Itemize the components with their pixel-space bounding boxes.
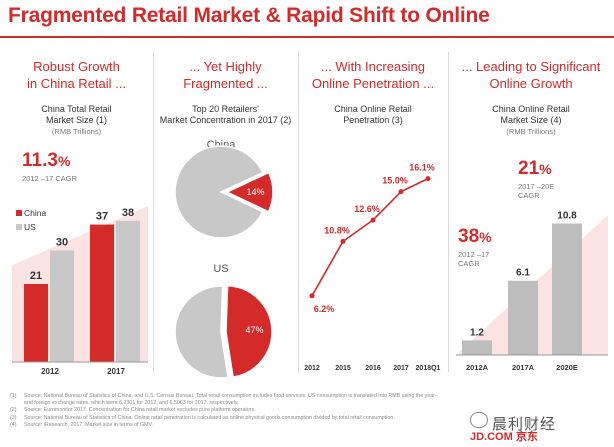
pie-slice [225,171,274,213]
cagr-label-bottom: 2012 –17 CAGR [458,250,490,268]
panel-title: ... Leading to Significant Online Growth [461,59,601,91]
data-label: 6.1 [516,268,530,279]
panel-subtitle: China Online Retail Market Size (4) (RMB … [448,104,614,137]
panel-subtitle: Top 20 Retailers' Market Concentration in… [159,104,292,125]
tick-label: 2016 [365,365,381,372]
penetration-line-chart: 6.2% 2012 10.8% 2015 12.6% 2016 15.0% 2017 16.1%… [304,163,441,372]
data-label: 38 [122,207,134,219]
legend-swatch [16,224,22,230]
data-point [370,217,376,223]
panel-retail-growth: Robust Growth in China Retail ... China T… [0,40,153,390]
pie-slice [225,284,273,379]
data-label: 1.2 [470,327,484,338]
pie-label: 14% [247,187,265,197]
footnote: (2) Source: Euromonitor 2017. Concentrati… [10,407,256,414]
bar [508,280,538,355]
pie-slice [174,145,264,239]
wechat-icon [470,412,488,428]
unit-label: (RMB Trillions) [506,127,556,136]
watermark: 晨利财经 JD.COM 京东 [470,410,610,443]
title-rule [0,36,614,38]
cagr-value-bottom: 38% [458,226,492,247]
panel-title: ... Yet Highly Fragmented ... [183,59,268,91]
tick-label: 2017 [107,367,125,376]
panel-divider [448,52,449,372]
bar [462,340,492,355]
cagr-value-top: 21% [518,158,552,179]
panel-concentration: ... Yet Highly Fragmented ... Top 20 Reta… [153,40,298,390]
tick-label: 2012 [304,365,320,372]
bar [552,223,582,355]
data-point [425,176,431,182]
bar [116,220,140,362]
data-label: 15.0% [382,176,408,186]
footnote: (1) Source: National Bureau of Statistics… [10,393,437,407]
watermark-text: 晨利财经 [492,416,557,433]
cagr-value: 11.3% [22,150,71,171]
data-point [340,238,346,244]
footnote: (4) Source: iResearch, 2017. Market size … [10,421,154,428]
retail-bar-chart: 21 30 2012 37 38 2017 China US [12,206,148,376]
tick-label: 2017A [512,363,535,372]
data-label: 21 [30,270,42,282]
tick-label: 2020E [556,363,578,372]
pie-slice [174,285,229,379]
pie-label: 47% [245,325,263,335]
data-label: 30 [56,237,68,249]
panel-subtitle: China Online Retail Penetration (3) [334,104,412,125]
legend-label: US [24,222,36,232]
tick-label: 2017 [393,365,409,372]
unit-label: (RMB Trillions) [51,127,102,136]
panel-subtitle: China Total Retail Market Size (1) (RMB T… [0,104,153,137]
panel-title: Robust Growth in China Retail ... [27,59,126,91]
legend-label: China [24,208,46,218]
pie-name: US [213,263,228,275]
data-label: 10.8 [557,211,577,222]
footnotes: (1) Source: National Bureau of Statistics… [10,393,440,429]
tick-label: 2018Q1 [416,365,441,372]
data-label: 12.6% [354,204,380,214]
tick-label: 2012A [466,363,489,372]
tick-label: 2012 [41,367,59,376]
bar [24,284,48,362]
panel-divider [153,52,154,372]
data-point [309,293,315,299]
bar [90,224,114,362]
series-line [311,177,429,297]
watermark-brand: JD.COM 京东 [470,431,538,443]
panel-divider [298,52,299,372]
data-label: 6.2% [314,304,335,314]
cagr-label: 2012 –17 CAGR [22,174,78,183]
data-label: 37 [96,211,108,223]
data-label: 10.8% [324,225,350,235]
data-point [398,189,404,195]
tick-label: 2015 [335,365,351,372]
online-market-bar-chart: 1.2 2012A 6.1 2017A 10.8 2020E [456,211,608,372]
panel-title: ... With Increasing Online Penetration ..… [311,59,435,91]
page-title: Fragmented Retail Market & Rapid Shift t… [8,4,490,27]
legend-swatch [16,210,22,216]
panel-online-growth: ... Leading to Significant Online Growth … [448,40,614,390]
data-label: 16.1% [409,163,435,173]
footnote: (3) Source: National Bureau of Statistics… [10,414,395,421]
bar [50,250,74,362]
cagr-label-top: 2017 –20E CAGR [518,182,555,200]
panel-penetration: ... With Increasing Online Penetration ..… [298,40,448,390]
